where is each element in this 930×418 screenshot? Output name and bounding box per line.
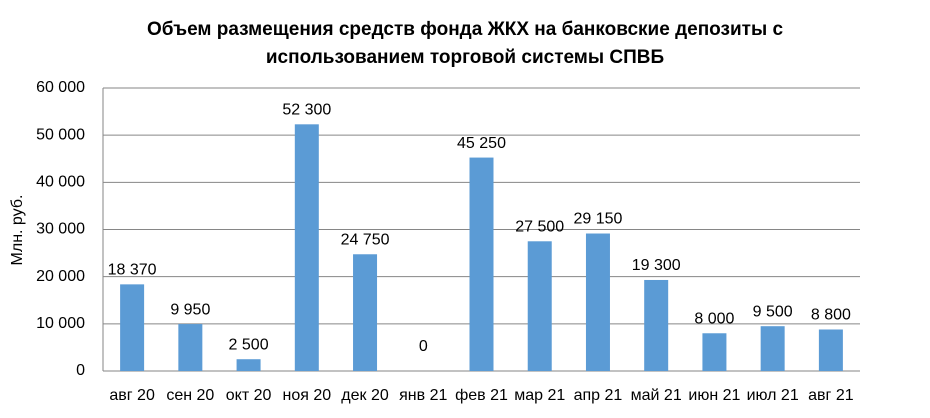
- value-label: 2 500: [229, 336, 269, 353]
- y-tick-label: 0: [76, 362, 85, 379]
- x-tick-label: дек 20: [341, 387, 389, 404]
- y-axis-label: Млн. руб.: [9, 195, 26, 266]
- bar: [818, 329, 843, 371]
- x-tick-label: июл 21: [747, 387, 799, 404]
- bar: [702, 333, 727, 371]
- bar: [760, 326, 785, 371]
- bar: [353, 254, 378, 371]
- value-label: 19 300: [632, 257, 681, 274]
- y-tick-label: 10 000: [36, 315, 85, 332]
- x-tick-label: авг 20: [109, 387, 155, 404]
- bar: [527, 241, 552, 371]
- bar: [644, 279, 669, 371]
- value-label: 8 000: [694, 310, 734, 327]
- x-tick-label: май 21: [631, 387, 682, 404]
- bar: [178, 324, 203, 371]
- value-label: 27 500: [515, 219, 564, 236]
- x-tick-label: мар 21: [514, 387, 565, 404]
- x-tick-label: окт 20: [226, 387, 272, 404]
- bar: [120, 284, 145, 371]
- x-tick-label: ноя 20: [282, 387, 331, 404]
- x-tick-label: авг 21: [808, 387, 854, 404]
- value-label: 0: [419, 338, 428, 355]
- y-tick-label: 50 000: [36, 126, 85, 143]
- y-tick-label: 40 000: [36, 174, 85, 191]
- bar: [294, 124, 319, 372]
- x-tick-label: фев 21: [455, 387, 508, 404]
- value-label: 52 300: [282, 102, 331, 119]
- y-tick-label: 30 000: [36, 221, 85, 238]
- bar: [585, 233, 610, 371]
- bar: [469, 157, 494, 371]
- bar: [236, 359, 261, 371]
- x-tick-label: июн 21: [688, 387, 740, 404]
- value-label: 9 950: [170, 301, 210, 318]
- value-label: 9 500: [753, 303, 793, 320]
- x-tick-label: апр 21: [574, 387, 623, 404]
- y-tick-label: 60 000: [36, 79, 85, 96]
- value-label: 24 750: [341, 231, 390, 248]
- x-tick-label: янв 21: [399, 387, 447, 404]
- y-tick-label: 20 000: [36, 268, 85, 285]
- x-tick-label: сен 20: [166, 387, 214, 404]
- value-label: 45 250: [457, 135, 506, 152]
- value-label: 29 150: [573, 211, 622, 228]
- value-label: 18 370: [108, 262, 157, 279]
- chart-title: Объем размещения средств фонда ЖКХ на ба…: [146, 19, 784, 68]
- value-label: 8 800: [811, 307, 851, 324]
